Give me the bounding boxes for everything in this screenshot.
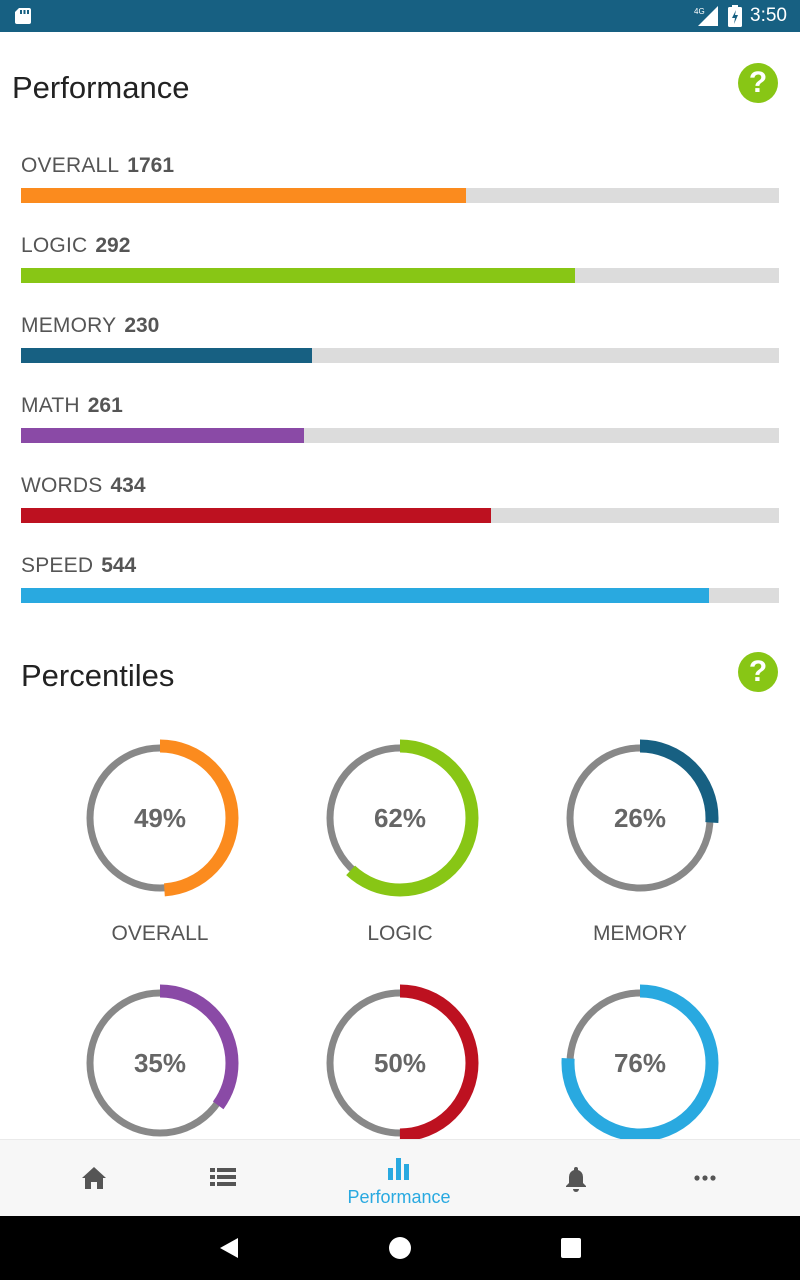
donut-chart: [81, 984, 239, 1142]
percentile-value: 35%: [133, 1048, 187, 1078]
percentile-donut-overall: 49%: [80, 738, 240, 898]
performance-row-overall: OVERALL 1761: [21, 154, 779, 204]
donut-chart: [321, 739, 479, 897]
performance-bar-track: [21, 428, 779, 443]
performance-category-label: OVERALL: [21, 154, 120, 177]
donut-chart: [561, 739, 719, 897]
percentile-value: 49%: [133, 803, 187, 833]
performance-score: 1761: [127, 154, 174, 177]
sd-card-icon: [15, 8, 31, 24]
performance-row-title: WORDS 434: [21, 474, 146, 498]
performance-score: 434: [110, 474, 146, 497]
list-icon: [210, 1168, 236, 1186]
performance-bar-track: [21, 188, 779, 203]
back-icon[interactable]: [218, 1236, 242, 1260]
performance-category-label: WORDS: [21, 474, 103, 497]
nav-home[interactable]: [33, 1140, 153, 1217]
bar-chart-icon: [388, 1158, 409, 1180]
percentile-label: LOGIC: [367, 922, 433, 945]
performance-row-speed: SPEED 544: [21, 554, 779, 604]
bell-icon: [566, 1167, 586, 1192]
performance-score: 261: [87, 394, 123, 417]
svg-text:4G: 4G: [694, 7, 705, 16]
performance-score: 544: [101, 554, 137, 577]
percentile-donut-speed: 76%: [560, 983, 720, 1143]
donut-chart: [561, 984, 719, 1142]
performance-row-title: LOGIC 292: [21, 234, 130, 258]
performance-bar-track: [21, 508, 779, 523]
performance-help-icon[interactable]: ?: [738, 63, 778, 103]
performance-title: Performance: [12, 70, 190, 105]
nav-performance-label: Performance: [347, 1187, 451, 1207]
performance-bar-fill: [21, 508, 491, 523]
performance-row-title: MEMORY 230: [21, 314, 159, 338]
status-bar: 4G 3:50: [0, 0, 800, 32]
performance-row-memory: MEMORY 230: [21, 314, 779, 364]
percentile-value: 76%: [613, 1048, 667, 1078]
performance-row-title: SPEED 544: [21, 554, 136, 578]
performance-bar-track: [21, 348, 779, 363]
performance-row-title: OVERALL 1761: [21, 154, 174, 178]
performance-row-title: MATH 261: [21, 394, 123, 418]
donut-arc: [321, 739, 479, 897]
performance-bar-track: [21, 268, 779, 283]
performance-bar-track: [21, 588, 779, 603]
percentile-donut-memory: 26%: [560, 738, 720, 898]
percentile-label: OVERALL: [111, 922, 209, 945]
bottom-navigation: Performance: [0, 1139, 800, 1217]
performance-bar-fill: [21, 428, 304, 443]
system-navigation-bar: [0, 1216, 800, 1280]
performance-category-label: MATH: [21, 394, 80, 417]
performance-row-words: WORDS 434: [21, 474, 779, 524]
nav-notifications[interactable]: [516, 1140, 636, 1217]
nav-performance[interactable]: Performance: [339, 1140, 459, 1217]
percentile-donut-logic: 62%: [320, 738, 480, 898]
performance-row-math: MATH 261: [21, 394, 779, 444]
performance-category-label: MEMORY: [21, 314, 117, 337]
performance-score: 292: [95, 234, 131, 257]
donut-chart: [321, 984, 479, 1142]
donut-arc: [561, 739, 719, 897]
performance-row-logic: LOGIC 292: [21, 234, 779, 284]
recents-icon[interactable]: [559, 1236, 583, 1260]
clock: 3:50: [750, 5, 787, 26]
nav-more[interactable]: [645, 1140, 765, 1217]
donut-arc: [321, 984, 479, 1142]
performance-bar-fill: [21, 588, 709, 603]
signal-icon: 4G: [694, 6, 718, 26]
performance-category-label: SPEED: [21, 554, 94, 577]
nav-list[interactable]: [162, 1140, 282, 1217]
performance-category-label: LOGIC: [21, 234, 88, 257]
home-circle-icon[interactable]: [388, 1236, 412, 1260]
battery-icon: [728, 5, 742, 27]
percentile-donut-words: 50%: [320, 983, 480, 1143]
more-icon: [694, 1175, 716, 1181]
percentiles-title: Percentiles: [21, 658, 175, 693]
percentile-value: 62%: [373, 803, 427, 833]
home-icon: [82, 1167, 106, 1189]
performance-bar-fill: [21, 268, 575, 283]
donut-arc: [81, 984, 239, 1142]
percentile-value: 50%: [373, 1048, 427, 1078]
performance-bar-fill: [21, 188, 466, 203]
donut-arc: [81, 739, 239, 897]
performance-score: 230: [124, 314, 160, 337]
percentiles-help-icon[interactable]: ?: [738, 652, 778, 692]
donut-chart: [81, 739, 239, 897]
percentile-value: 26%: [613, 803, 667, 833]
percentile-donut-math: 35%: [80, 983, 240, 1143]
performance-bar-fill: [21, 348, 312, 363]
donut-arc: [561, 984, 719, 1142]
percentile-label: MEMORY: [592, 922, 688, 945]
